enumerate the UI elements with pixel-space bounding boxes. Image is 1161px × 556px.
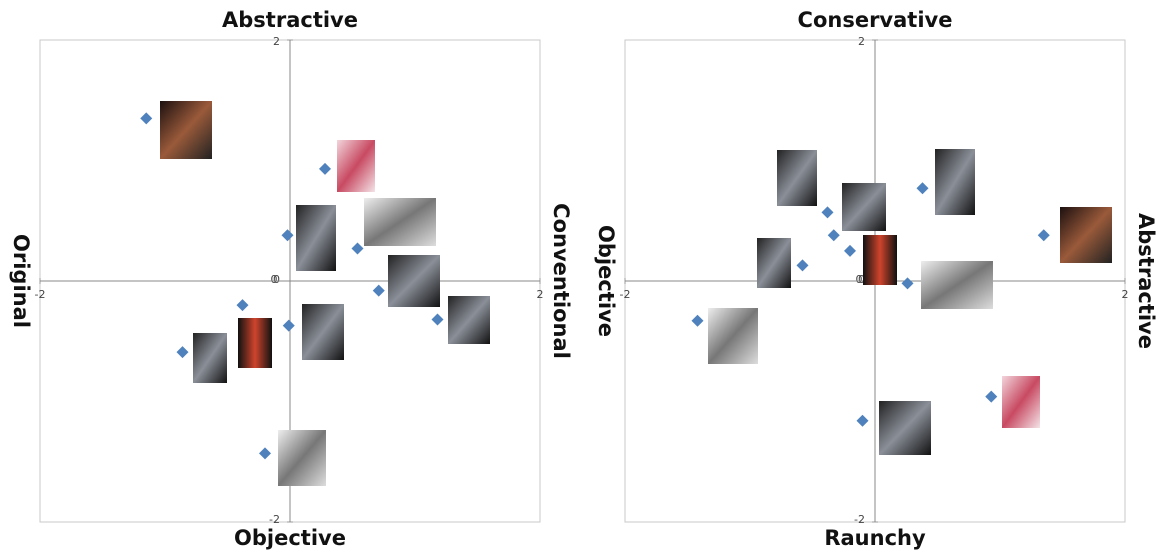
thumbnail (337, 140, 375, 192)
point (856, 414, 869, 427)
thumbnail (1002, 376, 1040, 428)
y-tick-label: -2 (854, 513, 865, 526)
point (236, 299, 249, 312)
point (372, 284, 385, 297)
axis-title-bottom: Raunchy (824, 526, 926, 550)
point (821, 206, 834, 219)
thumbnail (388, 255, 440, 307)
thumbnail (757, 238, 791, 288)
point (351, 242, 364, 255)
thumbnail (777, 150, 817, 206)
point (176, 346, 189, 359)
thumbnail (935, 149, 975, 215)
thumbnail (160, 101, 212, 159)
thumbnail (863, 235, 897, 285)
y-tick-label: -2 (269, 513, 280, 526)
thumbnail (278, 430, 326, 486)
point (259, 447, 271, 460)
x-tick-label: -2 (35, 288, 46, 301)
point (319, 162, 331, 175)
thumbnail (1060, 207, 1112, 263)
point (691, 314, 704, 327)
point (916, 182, 929, 195)
x-tick-label: 2 (1122, 288, 1129, 301)
thumbnail (448, 296, 490, 344)
thumbnail (302, 304, 344, 360)
axis-title-top: Conservative (798, 8, 953, 32)
thumbnail (921, 261, 993, 309)
point (901, 277, 914, 290)
axis-title-right: Conventional (549, 203, 573, 359)
axis-title-right: Abstractive (1134, 213, 1158, 349)
y-tick-label: 0 (273, 273, 280, 286)
thumbnail (879, 401, 931, 455)
axis-title-left: Original (9, 234, 33, 328)
thumbnail (193, 333, 227, 383)
axis-title-top: Abstractive (222, 8, 358, 32)
thumbnail (364, 198, 436, 246)
point (431, 313, 444, 326)
point (1037, 229, 1050, 242)
axis-title-left: Objective (594, 225, 618, 337)
point (844, 244, 856, 257)
thumbnail (238, 318, 272, 368)
thumbnail (842, 183, 886, 231)
x-tick-label: -2 (620, 288, 631, 301)
point (282, 319, 295, 332)
y-tick-label: 2 (273, 35, 280, 48)
point (281, 229, 294, 242)
x-tick-label: 2 (537, 288, 544, 301)
point (140, 112, 153, 125)
y-tick-label: 2 (858, 35, 865, 48)
y-tick-label: 0 (858, 273, 865, 286)
axis-title-bottom: Objective (234, 526, 346, 550)
thumbnail (708, 308, 758, 364)
point (796, 259, 809, 272)
point (985, 390, 998, 403)
x-tick-label: 0 (856, 273, 863, 286)
point (827, 229, 840, 242)
thumbnail (296, 205, 336, 271)
x-tick-label: 0 (271, 273, 278, 286)
